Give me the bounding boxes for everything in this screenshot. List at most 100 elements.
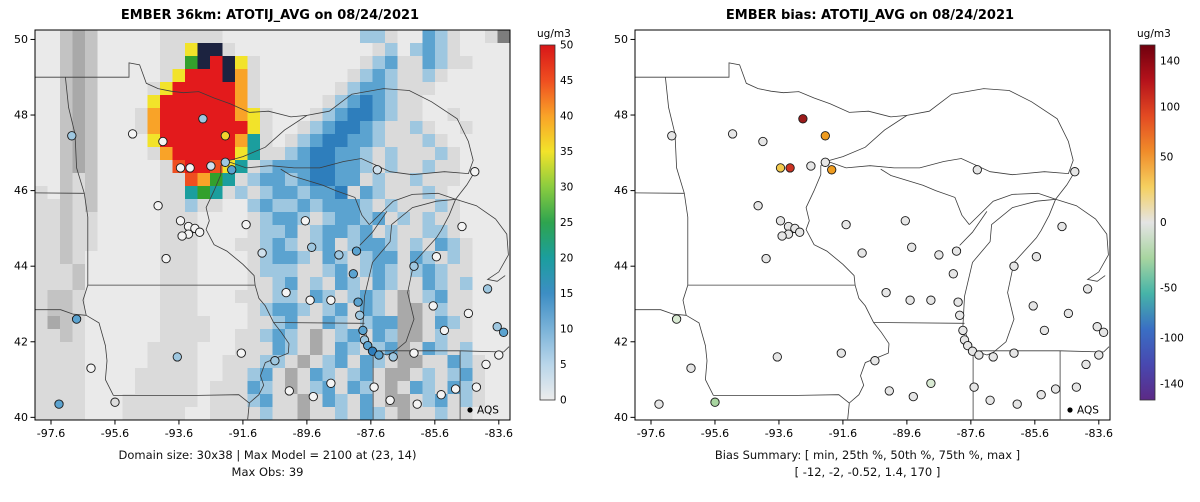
monitor-point xyxy=(110,397,120,407)
monitor-point xyxy=(1071,382,1082,392)
monitor-point xyxy=(958,325,968,336)
svg-text:-83.6: -83.6 xyxy=(485,427,513,440)
monitor-point xyxy=(1081,359,1091,370)
monitor-point xyxy=(385,395,395,405)
monitor-point xyxy=(785,163,795,173)
svg-text:35: 35 xyxy=(560,146,573,158)
bias-panel-title: EMBER bias: ATOTIJ_AVG on 08/24/2021 xyxy=(725,8,1015,23)
monitor-point xyxy=(431,252,442,262)
monitor-point xyxy=(884,386,894,396)
wi-il-border xyxy=(873,322,965,324)
monitor-point xyxy=(727,129,738,139)
mi-south-border xyxy=(973,350,1104,353)
monitor-point xyxy=(220,131,230,141)
monitor-point xyxy=(1063,308,1074,319)
monitor-point xyxy=(412,399,422,409)
svg-text:44: 44 xyxy=(614,260,628,273)
monitor-point xyxy=(172,352,182,362)
monitor-point xyxy=(753,201,763,211)
aqs-legend: AQS xyxy=(1067,405,1099,417)
svg-text:-89.6: -89.6 xyxy=(293,427,321,440)
monitor-point xyxy=(54,399,64,409)
aqs-legend-dot xyxy=(1067,407,1073,413)
monitor-point xyxy=(71,314,82,324)
monitor-point xyxy=(795,227,805,237)
monitor-point xyxy=(127,129,138,139)
monitor-point xyxy=(972,165,982,175)
monitor-point xyxy=(355,310,365,320)
colorbar: 140 100 50 0 -50 -100 -140 ug/m3 xyxy=(1137,28,1184,401)
svg-text:-91.6: -91.6 xyxy=(229,427,257,440)
monitor-point xyxy=(450,384,461,394)
monitor-point xyxy=(326,378,336,388)
monitor-point xyxy=(969,382,979,392)
svg-text:-95.6: -95.6 xyxy=(701,427,729,440)
svg-text:44: 44 xyxy=(14,260,28,273)
monitor-point xyxy=(985,395,995,405)
monitor-point xyxy=(1050,384,1061,394)
mn-west-border xyxy=(65,77,89,286)
monitor-point xyxy=(1012,399,1022,409)
monitor-point xyxy=(158,136,168,147)
svg-text:15: 15 xyxy=(560,288,573,300)
monitor-point xyxy=(948,269,958,279)
svg-text:140: 140 xyxy=(1160,55,1180,67)
svg-text:48: 48 xyxy=(14,109,28,122)
monitor-point xyxy=(775,216,786,226)
svg-text:10: 10 xyxy=(560,324,573,336)
svg-text:42: 42 xyxy=(14,335,28,348)
monitor-point xyxy=(436,390,446,400)
monitor-point xyxy=(334,250,344,260)
monitor-point xyxy=(284,386,294,396)
monitor-point xyxy=(463,308,474,319)
monitor-point xyxy=(758,136,768,147)
monitor-point xyxy=(236,348,246,358)
lake-superior xyxy=(226,88,474,176)
monitor-point xyxy=(457,221,467,232)
model-caption-domain: Domain size: 30x38 | Max Model = 2100 at… xyxy=(118,448,417,462)
svg-text:40: 40 xyxy=(14,411,28,424)
monitor-point xyxy=(374,350,384,360)
monitor-point xyxy=(1028,301,1038,311)
panel-bias: EMBER bias: ATOTIJ_AVG on 08/24/2021 -97… xyxy=(600,0,1200,502)
svg-text:ug/m3: ug/m3 xyxy=(537,28,571,40)
sd-ne-border xyxy=(35,309,87,316)
monitor-point xyxy=(806,161,816,171)
monitor-point xyxy=(308,391,318,402)
canada-border xyxy=(635,62,907,118)
monitor-point xyxy=(908,391,918,402)
svg-text:-50: -50 xyxy=(1160,283,1177,295)
aqs-legend: AQS xyxy=(467,405,499,417)
model-panel-title: EMBER 36km: ATOTIJ_AVG on 08/24/2021 xyxy=(120,8,420,23)
aqs-legend-label: AQS xyxy=(1077,405,1099,417)
monitor-point xyxy=(175,163,186,173)
monitor-point xyxy=(220,157,230,167)
svg-text:40: 40 xyxy=(560,111,573,123)
svg-text:40: 40 xyxy=(614,411,628,424)
svg-text:-93.6: -93.6 xyxy=(765,427,793,440)
monitor-point xyxy=(777,231,787,241)
svg-text:0: 0 xyxy=(560,395,567,407)
svg-text:50: 50 xyxy=(614,33,628,46)
monitor-point xyxy=(409,348,419,358)
svg-text:-87.6: -87.6 xyxy=(957,427,985,440)
monitor-point xyxy=(857,248,867,258)
monitor-point xyxy=(305,295,315,305)
sd-ne-border xyxy=(635,309,687,316)
lake-huron-shore xyxy=(1055,198,1109,282)
monitor-point xyxy=(775,163,786,173)
monitor-point xyxy=(1036,390,1046,400)
monitor-point xyxy=(836,348,846,358)
mi-south-border xyxy=(373,350,504,353)
monitor-point xyxy=(1057,221,1067,232)
up-south-shore xyxy=(369,171,476,225)
svg-text:-83.6: -83.6 xyxy=(1085,427,1113,440)
svg-text:-97.6: -97.6 xyxy=(37,427,65,440)
svg-text:50: 50 xyxy=(560,40,573,52)
svg-text:-97.6: -97.6 xyxy=(637,427,665,440)
ia-mo-border xyxy=(713,394,850,420)
monitor-point xyxy=(905,295,915,305)
svg-text:45: 45 xyxy=(560,75,573,87)
wi-mi-border xyxy=(280,168,370,225)
